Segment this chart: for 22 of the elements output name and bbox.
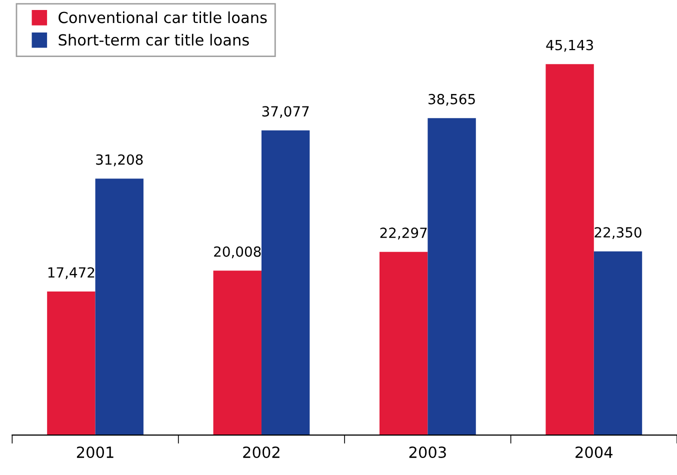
x-tick-label: 2004 — [576, 446, 612, 458]
data-label: 38,565 — [428, 94, 475, 106]
legend-label: Short-term car title loans — [58, 34, 249, 46]
legend-label: Conventional car title loans — [58, 11, 267, 24]
bar — [546, 64, 594, 436]
data-label: 20,008 — [214, 246, 261, 258]
data-label: 31,208 — [96, 154, 143, 166]
x-tick-label: 2002 — [243, 446, 280, 458]
x-tick-label: 2003 — [409, 446, 446, 458]
x-tick-label: 2001 — [76, 446, 114, 458]
data-label: 22,297 — [380, 228, 427, 240]
bar — [428, 118, 476, 436]
bar — [261, 130, 310, 436]
bar — [594, 251, 642, 436]
data-label: 45,143 — [546, 40, 593, 52]
bar — [379, 252, 428, 436]
data-label: 17,472 — [48, 267, 94, 280]
bar — [47, 292, 96, 436]
data-label: 22,350 — [594, 227, 642, 240]
data-label: 37,077 — [262, 106, 309, 118]
bar — [213, 270, 262, 436]
bar — [95, 178, 144, 436]
